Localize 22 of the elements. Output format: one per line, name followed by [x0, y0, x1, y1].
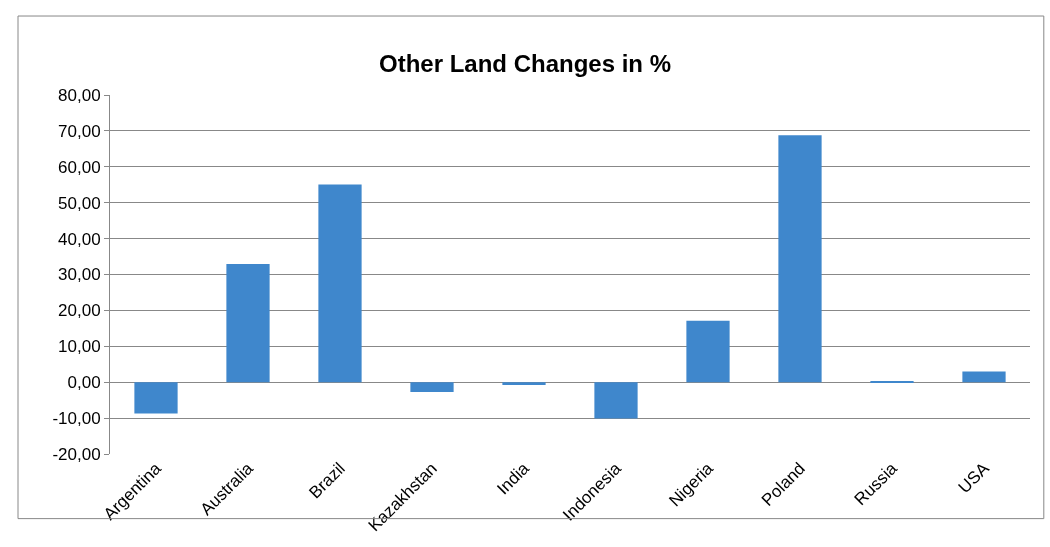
bar: [226, 264, 270, 383]
y-tick-label: 20,00: [58, 301, 101, 321]
bar: [134, 382, 178, 414]
y-tick-label: 60,00: [58, 157, 101, 177]
y-tick-label: -20,00: [52, 444, 101, 464]
bar: [686, 320, 730, 383]
y-tick-label: 10,00: [58, 337, 101, 357]
y-tick-label: 40,00: [58, 229, 101, 249]
bar: [410, 382, 454, 392]
bar: [778, 135, 822, 383]
y-tick-label: 80,00: [58, 85, 101, 105]
bar: [502, 382, 546, 386]
y-tick-label: -10,00: [52, 409, 101, 429]
bar: [594, 382, 638, 419]
y-tick-label: 0,00: [67, 373, 101, 393]
chart-title: Other Land Changes in %: [378, 49, 672, 77]
x-tick-label: USA: [954, 458, 994, 498]
bar: [318, 184, 362, 383]
y-tick-label: 70,00: [58, 121, 101, 141]
y-tick-label: 50,00: [58, 193, 101, 213]
y-tick-label: 30,00: [58, 265, 101, 285]
bar: [962, 371, 1006, 383]
